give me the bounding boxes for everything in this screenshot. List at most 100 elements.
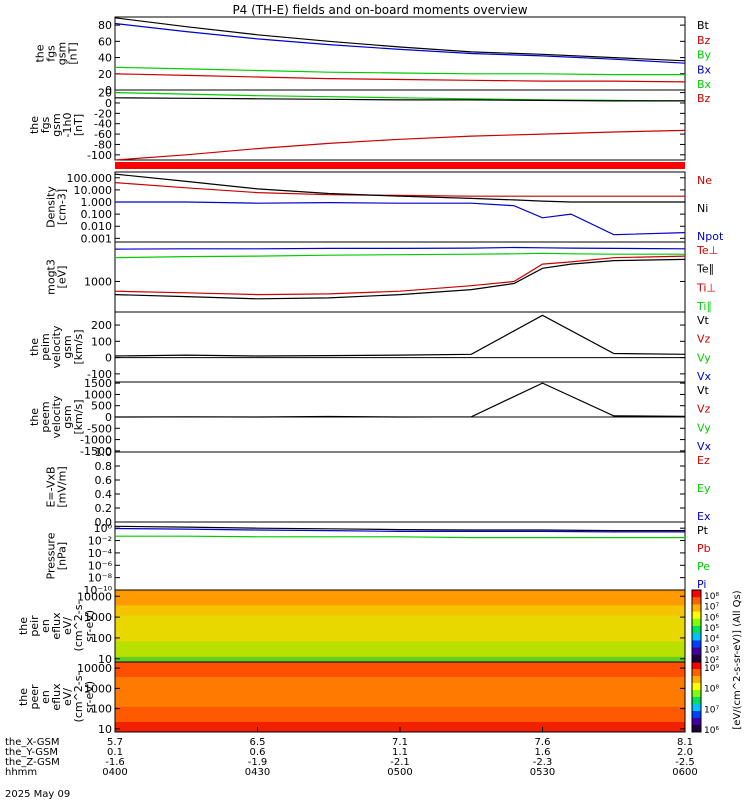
heatmap-cell: [219, 672, 230, 678]
heatmap-cell: [229, 651, 239, 658]
heatmap-cell: [381, 707, 391, 713]
heatmap-cell: [476, 727, 486, 733]
heatmap-cell: [580, 641, 591, 648]
heatmap-cell: [504, 590, 515, 596]
heatmap-cell: [409, 610, 420, 617]
heatmap-cell: [580, 727, 591, 733]
heatmap-cell: [466, 687, 477, 693]
heatmap-cell: [561, 667, 572, 673]
heatmap-cell: [333, 682, 344, 688]
heatmap-cell: [248, 651, 258, 658]
heatmap-cell: [599, 626, 610, 632]
heatmap-cell: [533, 682, 543, 688]
heatmap-cell: [267, 722, 277, 728]
heatmap-cell: [286, 626, 296, 632]
heatmap-cell: [324, 697, 334, 703]
heatmap-cell: [362, 600, 372, 606]
heatmap-cell: [390, 727, 401, 733]
y-tick-label: 10⁻⁸: [88, 572, 113, 585]
heatmap-cell: [124, 600, 135, 606]
heatmap-cell: [533, 656, 543, 663]
heatmap-cell: [257, 600, 268, 606]
heatmap-cell: [314, 636, 325, 642]
series-line-Bx: [114, 22, 686, 64]
heatmap-cell: [257, 697, 268, 703]
heatmap-cell: [656, 615, 667, 622]
heatmap-cell: [400, 590, 410, 596]
heatmap-cell: [495, 626, 505, 632]
heatmap-cell: [438, 727, 448, 733]
heatmap-cell: [276, 656, 287, 663]
heatmap-cell: [143, 626, 154, 632]
heatmap-cell: [400, 615, 410, 622]
colorbar-segment: [692, 669, 701, 677]
heatmap-cell: [580, 651, 591, 658]
heatmap-cell: [210, 600, 220, 606]
heatmap-cell: [438, 662, 448, 668]
heatmap-cell: [495, 590, 505, 596]
heatmap-cell: [599, 605, 610, 612]
heatmap-cell: [362, 717, 372, 723]
y-axis-label-line: Pressure: [45, 532, 58, 579]
heatmap-cell: [628, 615, 638, 622]
heatmap-cell: [200, 692, 211, 698]
heatmap-cell: [495, 682, 505, 688]
heatmap-cell: [248, 626, 258, 632]
heatmap-cell: [124, 682, 135, 688]
panels: 020406080thefgsgsm[nT]BtBzByBxBx200-20-4…: [17, 16, 724, 736]
heatmap-cell: [552, 636, 562, 642]
heatmap-cell: [457, 727, 467, 733]
heatmap-cell: [438, 590, 448, 596]
heatmap-cell: [371, 727, 382, 733]
heatmap-cell: [381, 697, 391, 703]
heatmap-cell: [580, 626, 591, 632]
heatmap-cell: [561, 626, 572, 632]
heatmap-cell: [162, 687, 173, 693]
heatmap-cell: [267, 636, 277, 642]
legend-label: Ni: [697, 202, 708, 215]
heatmap-cell: [628, 702, 638, 708]
heatmap-cell: [419, 687, 429, 693]
heatmap-cell: [409, 722, 420, 728]
heatmap-cell: [314, 646, 325, 653]
heatmap-cell: [457, 600, 467, 606]
heatmap-cell: [305, 651, 315, 658]
legend-label: Vx: [697, 370, 712, 383]
heatmap-cell: [219, 600, 230, 606]
heatmap-cell: [485, 590, 496, 596]
colorbar-tick-label: 10⁸: [704, 685, 719, 695]
heatmap-cell: [666, 610, 676, 617]
heatmap-cell: [647, 600, 657, 606]
heatmap-cell: [172, 702, 182, 708]
heatmap-cell: [457, 651, 467, 658]
heatmap-cell: [286, 667, 296, 673]
heatmap-cell: [390, 692, 401, 698]
legend-label: Bx: [697, 63, 712, 76]
heatmap-cell: [314, 722, 325, 728]
legend-label: Bz: [697, 34, 711, 47]
heatmap-cell: [609, 727, 619, 733]
heatmap-cell: [267, 727, 277, 733]
heatmap-cell: [675, 687, 686, 693]
y-axis-label-line: -1h0: [61, 113, 74, 138]
x-axis-value: 0430: [245, 767, 270, 778]
heatmap-cell: [248, 712, 258, 718]
heatmap-cell: [200, 707, 211, 713]
heatmap-cell: [542, 702, 553, 708]
heatmap-cell: [267, 717, 277, 723]
heatmap-cell: [248, 727, 258, 733]
heatmap-cell: [286, 641, 296, 648]
heatmap-cell: [409, 687, 420, 693]
heatmap-cell: [476, 641, 486, 648]
heatmap-cell: [191, 631, 201, 637]
heatmap-cell: [371, 692, 382, 698]
heatmap-cell: [457, 692, 467, 698]
heatmap-cell: [428, 636, 439, 642]
heatmap-cell: [590, 662, 600, 668]
heatmap-cell: [134, 626, 144, 632]
heatmap-cell: [675, 610, 686, 617]
heatmap-cell: [457, 702, 467, 708]
heatmap-cell: [495, 651, 505, 658]
heatmap-cell: [162, 605, 173, 612]
heatmap-cell: [466, 615, 477, 622]
